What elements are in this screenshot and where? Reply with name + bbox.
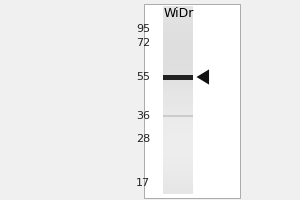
Bar: [164, 168, 194, 171]
Bar: [164, 126, 194, 130]
Bar: [164, 134, 194, 138]
Bar: [164, 138, 194, 141]
Text: 28: 28: [136, 134, 150, 144]
Bar: [164, 32, 194, 36]
Bar: [164, 164, 194, 168]
Bar: [164, 25, 194, 29]
Bar: [164, 74, 194, 77]
Bar: [164, 6, 194, 10]
Bar: [164, 145, 194, 149]
Bar: [164, 51, 194, 55]
Bar: [164, 119, 194, 123]
Bar: [164, 115, 194, 117]
Bar: [164, 74, 194, 79]
Text: 95: 95: [136, 24, 150, 34]
Bar: [164, 40, 194, 44]
Bar: [164, 92, 194, 96]
Bar: [164, 29, 194, 32]
Bar: [164, 66, 194, 70]
Bar: [164, 111, 194, 115]
Bar: [164, 10, 194, 14]
Bar: [164, 44, 194, 47]
Bar: [164, 14, 194, 17]
Bar: [164, 70, 194, 74]
Bar: [164, 100, 194, 104]
Bar: [164, 81, 194, 85]
Bar: [164, 59, 194, 62]
Text: WiDr: WiDr: [163, 7, 194, 20]
Bar: [164, 47, 194, 51]
Bar: [164, 160, 194, 164]
Bar: [164, 104, 194, 108]
Bar: [164, 183, 194, 186]
Bar: [164, 149, 194, 153]
Bar: [164, 21, 194, 25]
Bar: [164, 141, 194, 145]
Bar: [164, 175, 194, 179]
Bar: [164, 115, 194, 119]
Bar: [164, 85, 194, 89]
Bar: [164, 96, 194, 100]
Bar: [164, 17, 194, 21]
Bar: [164, 179, 194, 183]
Bar: [164, 186, 194, 190]
Text: 55: 55: [136, 72, 150, 82]
Bar: [164, 171, 194, 175]
Bar: [164, 62, 194, 66]
Text: 72: 72: [136, 38, 150, 48]
Text: 17: 17: [136, 178, 150, 188]
Bar: [144, 4, 240, 198]
Bar: [164, 108, 194, 111]
Bar: [164, 36, 194, 40]
Text: 36: 36: [136, 111, 150, 121]
Bar: [164, 190, 194, 194]
Bar: [164, 130, 194, 134]
Bar: [164, 89, 194, 92]
Bar: [164, 156, 194, 160]
Bar: [164, 55, 194, 59]
Bar: [164, 77, 194, 81]
Bar: [164, 153, 194, 156]
Polygon shape: [196, 69, 209, 85]
Bar: [164, 123, 194, 126]
